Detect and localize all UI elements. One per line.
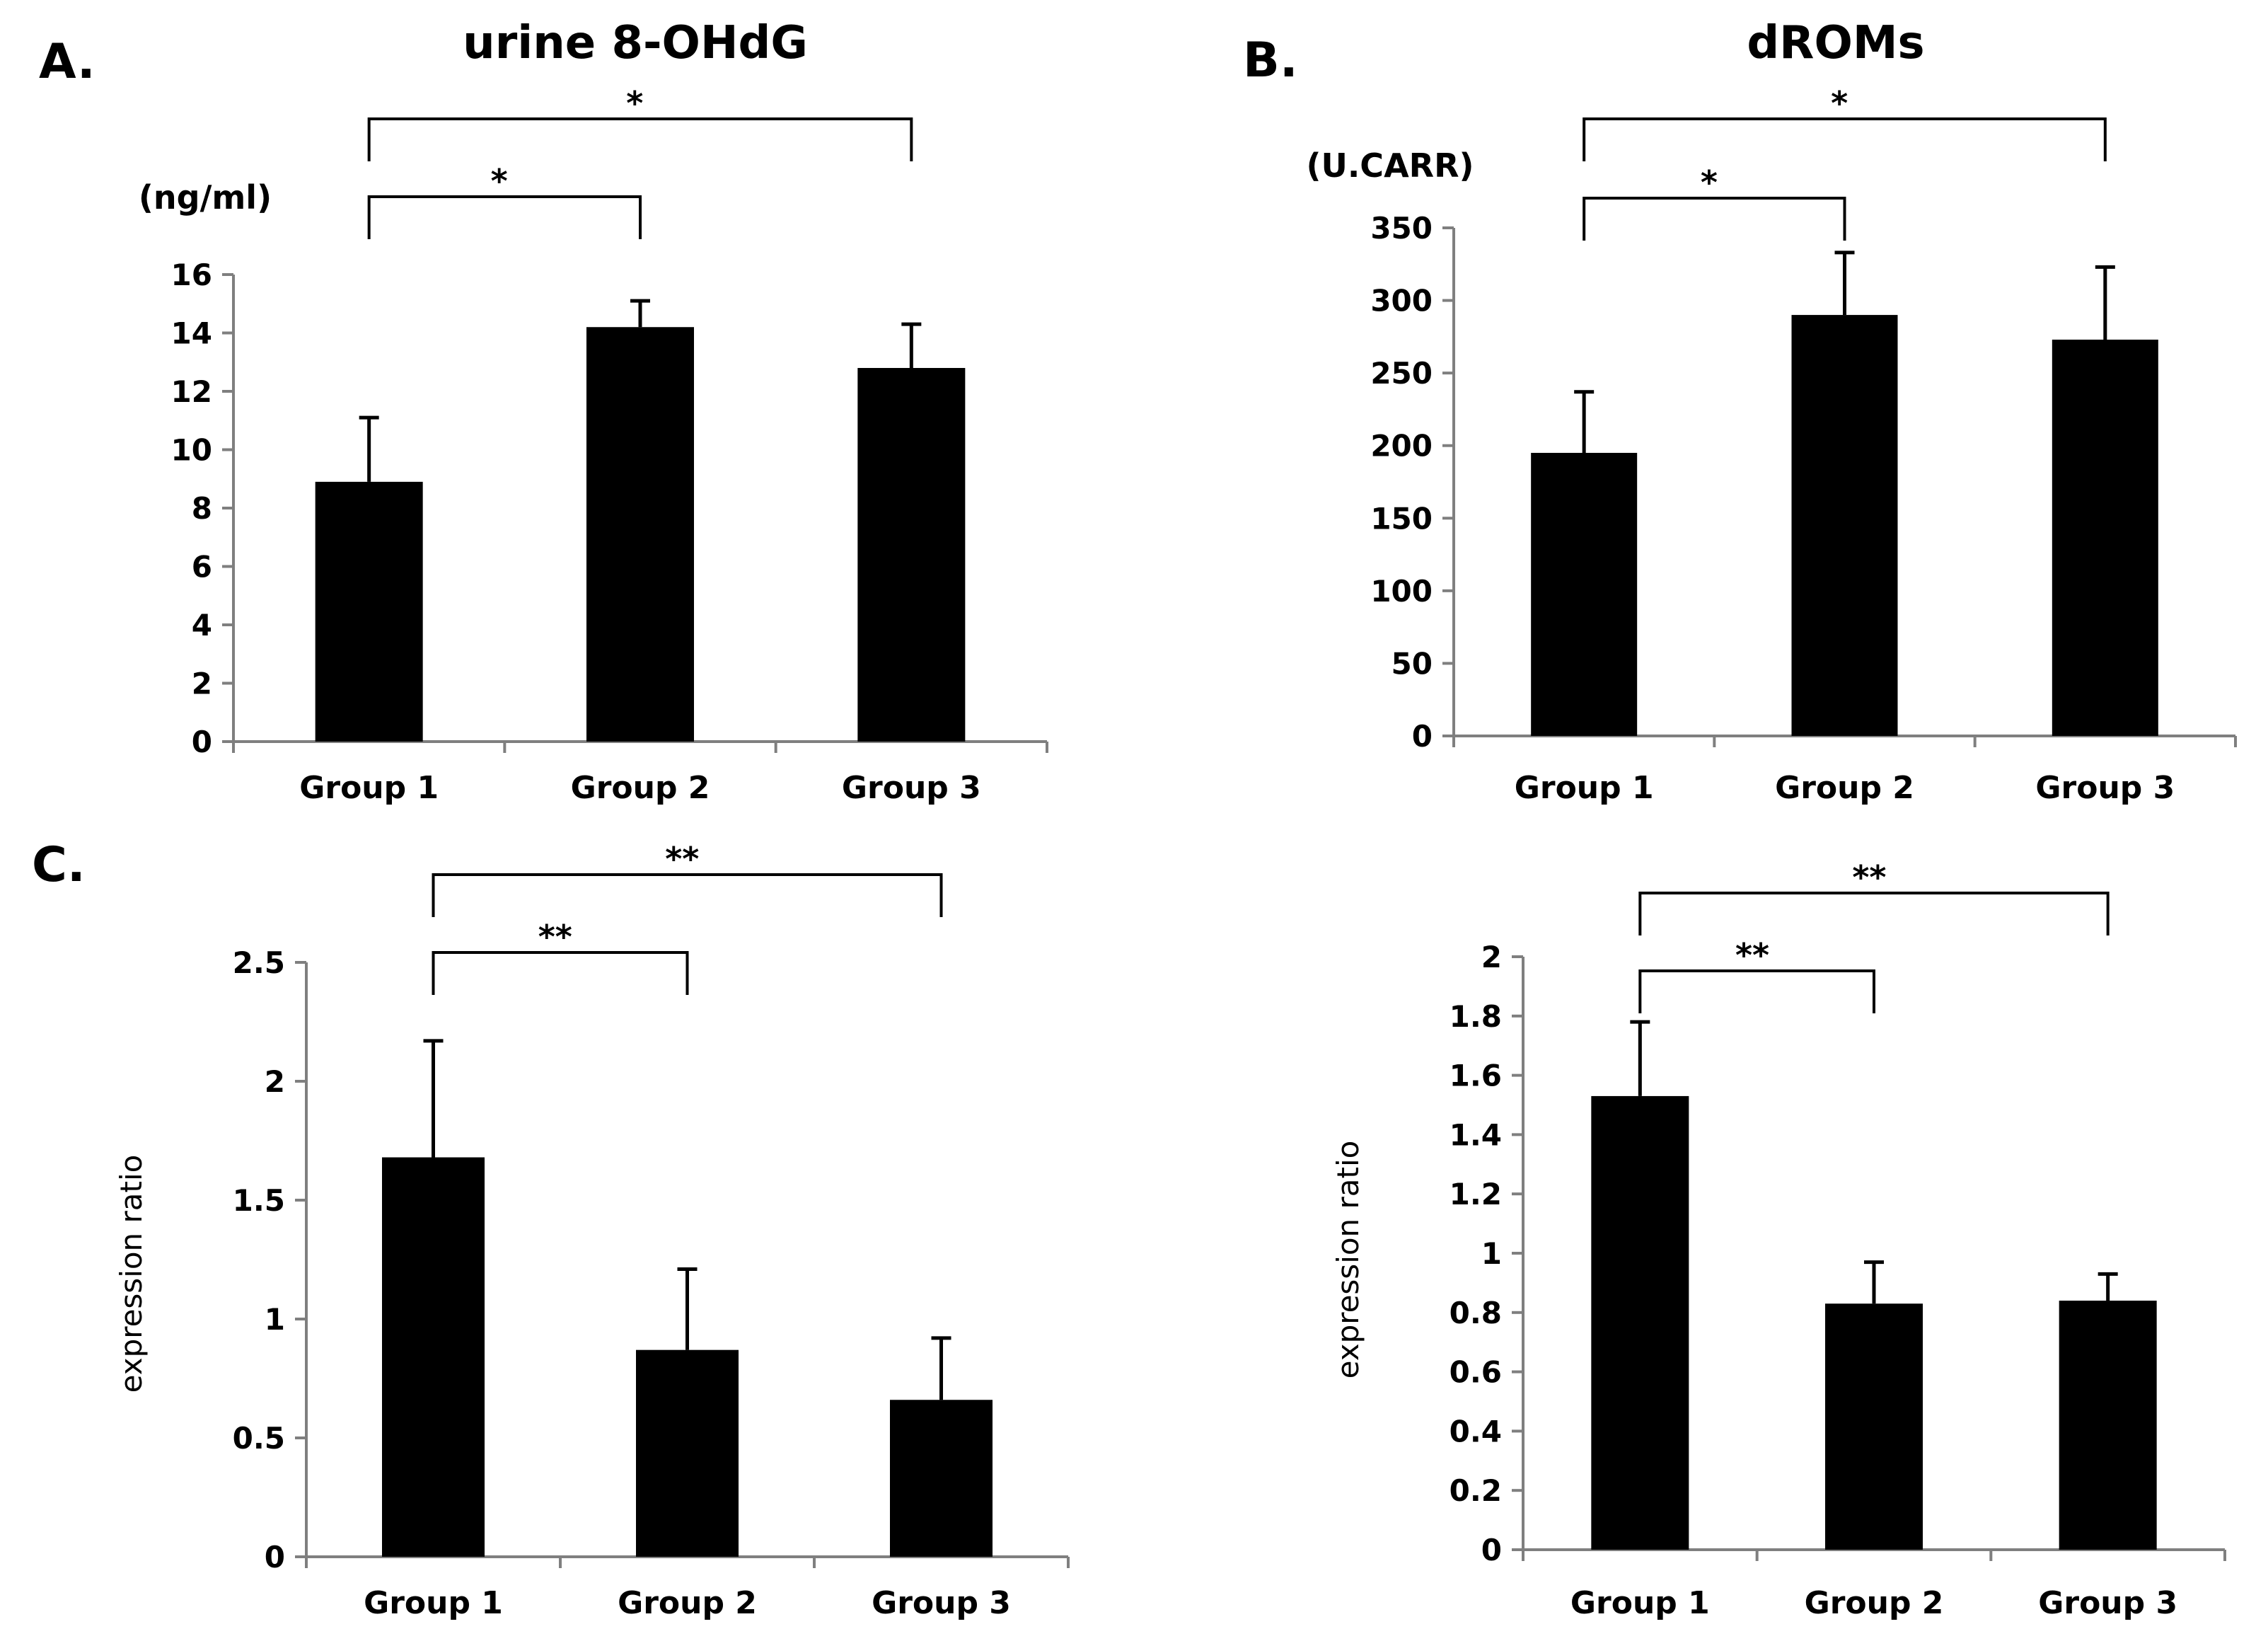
y-tick-label: 0.2 xyxy=(1450,1473,1502,1508)
panel-c-expression-ratio-right: expression ratio 0 0.2 0.4 0.6 0.8 1 1.2 1.4 1.6 1… xyxy=(1331,858,2226,1621)
y-tick-label: 250 xyxy=(1370,356,1433,391)
y-tick-label: 1 xyxy=(265,1302,285,1337)
bar-2 xyxy=(1791,315,1898,737)
category-label: Group 2 xyxy=(1805,1585,1944,1621)
category-label: Group 2 xyxy=(618,1585,757,1621)
y-tick-label: 2 xyxy=(192,667,212,701)
panel-label: B. xyxy=(1243,33,1298,88)
y-tick-label: 1.6 xyxy=(1450,1059,1502,1093)
y-axis-label: expression ratio xyxy=(114,1155,149,1393)
category-label: Group 3 xyxy=(2035,770,2175,806)
bar-1 xyxy=(1591,1095,1689,1550)
y-tick-label: 0.5 xyxy=(233,1421,285,1456)
bar-3 xyxy=(2052,339,2158,737)
y-tick-label: 4 xyxy=(192,608,212,643)
y-tick-label: 0.8 xyxy=(1450,1296,1502,1330)
bar-1 xyxy=(1531,452,1638,736)
y-tick-label: 8 xyxy=(192,491,212,526)
chart-title: urine 8-OHdG xyxy=(463,17,808,69)
y-tick-label: 0.6 xyxy=(1450,1355,1502,1390)
y-tick-label: 0 xyxy=(1412,719,1433,754)
y-tick-label: 1.4 xyxy=(1450,1117,1502,1152)
y-tick-label: 150 xyxy=(1370,501,1433,536)
panel-a-urine-8ohdg: A. urine 8-OHdG (ng/ml) 0 2 4 6 8 10 12 14 16 Group … xyxy=(39,17,1048,806)
significance-bracket xyxy=(1583,117,2107,161)
bar-3 xyxy=(857,368,966,742)
y-tick-label: 2.5 xyxy=(233,945,285,980)
y-tick-label: 6 xyxy=(192,550,212,585)
panel-b-droms: B. dROMs (U.CARR) 0 50 100 150 200 250 300 350 Grou… xyxy=(1243,17,2237,806)
significance-bracket xyxy=(367,117,913,161)
y-tick-label: 0 xyxy=(1481,1533,1502,1567)
y-tick-label: 12 xyxy=(171,374,212,409)
y-tick-label: 200 xyxy=(1370,429,1433,463)
y-tick-label: 2 xyxy=(1481,940,1502,974)
significance-bracket xyxy=(1638,969,1875,1013)
category-label: Group 3 xyxy=(872,1585,1011,1621)
significance-marker: ** xyxy=(1735,936,1769,974)
y-axis-label: expression ratio xyxy=(1331,1141,1365,1379)
category-label: Group 1 xyxy=(299,770,439,806)
significance-marker: * xyxy=(626,84,643,122)
y-tick-label: 10 xyxy=(171,433,212,468)
significance-bracket xyxy=(367,195,642,239)
y-tick-label: 1.2 xyxy=(1450,1177,1502,1211)
category-label: Group 1 xyxy=(1515,770,1654,806)
y-tick-label: 2 xyxy=(265,1064,285,1099)
chart-title: dROMs xyxy=(1747,17,1924,69)
y-tick-label: 1 xyxy=(1481,1236,1502,1271)
y-tick-label: 14 xyxy=(171,316,212,351)
y-tick-label: 16 xyxy=(171,258,212,292)
y-tick-label: 0.4 xyxy=(1450,1414,1502,1449)
category-label: Group 2 xyxy=(571,770,710,806)
category-label: Group 3 xyxy=(842,770,981,806)
category-label: Group 1 xyxy=(1570,1585,1710,1621)
bar-1 xyxy=(382,1157,485,1557)
significance-bracket xyxy=(432,873,943,917)
significance-marker: * xyxy=(491,162,508,200)
significance-bracket xyxy=(1583,197,1846,241)
significance-marker: ** xyxy=(1852,858,1886,897)
panel-label: C. xyxy=(32,837,86,893)
bar-1 xyxy=(315,481,423,742)
y-unit-label: (ng/ml) xyxy=(139,178,272,217)
significance-marker: ** xyxy=(538,918,572,956)
significance-marker: * xyxy=(1701,163,1718,202)
significance-marker: ** xyxy=(665,840,699,878)
significance-bracket xyxy=(432,951,689,995)
significance-marker: * xyxy=(1831,84,1848,122)
bar-3 xyxy=(2059,1301,2157,1550)
category-label: Group 2 xyxy=(1775,770,1914,806)
y-tick-label: 1.8 xyxy=(1450,999,1502,1034)
y-tick-label: 350 xyxy=(1370,211,1433,246)
category-label: Group 3 xyxy=(2038,1585,2177,1621)
y-tick-label: 1.5 xyxy=(233,1183,285,1218)
bar-3 xyxy=(890,1400,993,1557)
y-tick-label: 0 xyxy=(265,1540,285,1574)
category-label: Group 1 xyxy=(364,1585,503,1621)
panel-c-expression-ratio-left: C. expression ratio 0 0.5 1 1.5 2 2.5 Group 1 Gro… xyxy=(32,837,1070,1621)
significance-bracket xyxy=(1638,892,2110,935)
y-tick-label: 0 xyxy=(192,725,212,759)
y-tick-label: 50 xyxy=(1392,646,1433,681)
bar-2 xyxy=(586,327,694,742)
y-unit-label: (U.CARR) xyxy=(1306,146,1474,185)
panel-label: A. xyxy=(39,34,96,90)
y-tick-label: 300 xyxy=(1370,284,1433,318)
bar-2 xyxy=(1825,1303,1923,1550)
bar-2 xyxy=(636,1349,739,1557)
y-tick-label: 100 xyxy=(1370,574,1433,609)
